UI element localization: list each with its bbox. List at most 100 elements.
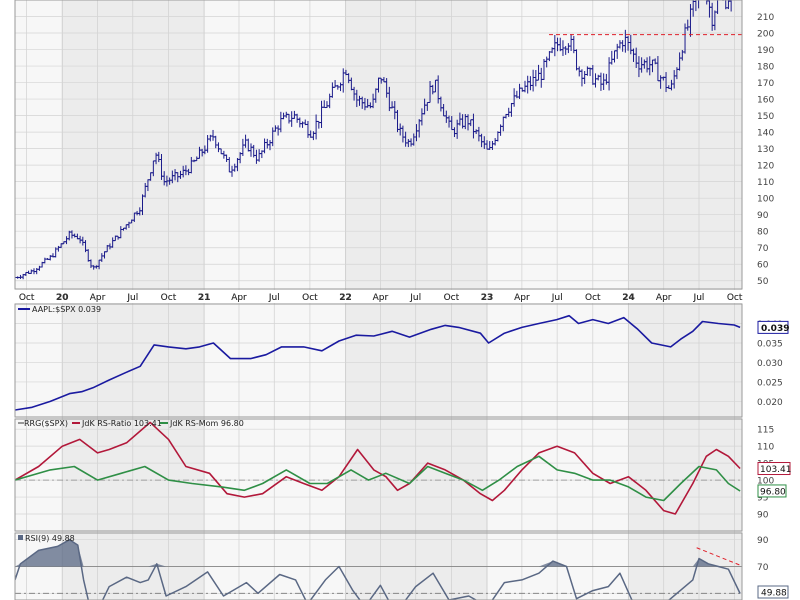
x-tick-label: Apr	[231, 293, 247, 303]
price-y-tick-label: 160	[757, 96, 774, 106]
panel-frame	[14, 532, 743, 600]
x-tick-label: Oct	[585, 293, 601, 303]
x-tick-label: 21	[198, 293, 211, 303]
x-tick-label: Oct	[19, 293, 35, 303]
relative-strength-panel	[15, 314, 741, 411]
x-tick-label: 22	[339, 293, 352, 303]
x-tick-label: Apr	[231, 293, 247, 303]
price-y-tick-label: 210	[757, 13, 774, 23]
x-tick-label: Oct	[444, 293, 460, 303]
x-tick-label: Oct	[444, 293, 460, 303]
rsi-line	[15, 538, 741, 600]
rs-y-tick-label: 0.030	[757, 359, 783, 369]
x-tick-label: Jul	[693, 293, 705, 303]
x-tick-label: Jul	[268, 293, 280, 303]
rsi-value-tag	[757, 585, 789, 599]
price-y-tick-label: 130	[757, 145, 774, 155]
price-y-tick-label: 100	[757, 195, 774, 205]
rrg-y-tick-label: 100	[757, 477, 774, 487]
x-tick-label: Oct	[161, 293, 177, 303]
x-tick-label: Apr	[90, 293, 106, 303]
x-tick-label: Apr	[90, 293, 106, 303]
price-y-tick-label: 90	[757, 211, 769, 221]
price-y-tick-label: 200	[757, 30, 774, 40]
price-y-tick-label: 140	[757, 129, 774, 139]
x-tick-label: Apr	[373, 293, 389, 303]
price-y-tick-label: 80	[757, 228, 769, 238]
rrg-y-tick-label: 115	[757, 426, 774, 436]
x-tick-label: 21	[198, 293, 211, 303]
price-y-tick-label: 120	[757, 162, 774, 172]
rs-legend-label: AAPL:$SPX 0.039	[32, 305, 101, 314]
rs-ratio-value-tag	[757, 462, 791, 476]
rs-line	[15, 314, 741, 411]
rs-mom-value-label: 96.80	[760, 487, 786, 497]
x-tick-label: Jul	[693, 293, 705, 303]
price-y-tick-label: 150	[757, 112, 774, 122]
x-tick-label: Jul	[551, 293, 563, 303]
rs-ratio-value-label: 103.41	[760, 465, 792, 475]
price-bar	[693, 0, 697, 12]
x-tick-label: 20	[56, 293, 69, 303]
price-bar	[729, 0, 732, 12]
price-y-tick-label: 50	[757, 277, 769, 287]
rsi-panel	[15, 538, 742, 600]
rrg-y-tick-label: 110	[757, 443, 774, 453]
x-tick-label: Oct	[19, 293, 35, 303]
x-tick-label: 23	[481, 293, 494, 303]
rrg-y-tick-label: 95	[757, 494, 768, 504]
price-y-tick-label: 190	[757, 46, 774, 56]
x-tick-label: Apr	[656, 293, 672, 303]
rs-y-tick-label: 0.020	[757, 398, 783, 408]
rs-ratio-legend-label: JdK RS-Ratio 103.41	[81, 419, 162, 428]
x-tick-label: Oct	[302, 293, 318, 303]
x-tick-label: Oct	[727, 293, 743, 303]
x-tick-label: Apr	[656, 293, 672, 303]
x-tick-label: Oct	[161, 293, 177, 303]
price-panel	[15, 0, 742, 280]
x-tick-label: Jul	[126, 293, 138, 303]
rs-ratio-line	[15, 421, 741, 515]
x-axis-strip	[0, 290, 800, 303]
price-y-tick-label: 60	[757, 261, 769, 271]
rsi-value-label: 49.88	[761, 589, 787, 599]
x-tick-label: 24	[622, 293, 635, 303]
rs-y-tick-label: 0.035	[757, 339, 783, 349]
price-y-tick-label: 110	[757, 178, 774, 188]
x-tick-label: 22	[339, 293, 352, 303]
x-tick-label: Jul	[126, 293, 138, 303]
panel-frame	[14, 418, 743, 532]
x-tick-label: Jul	[551, 293, 563, 303]
rsi-y-tick-label: 70	[757, 563, 769, 573]
x-tick-label: 20	[56, 293, 69, 303]
x-tick-label: 23	[481, 293, 494, 303]
x-tick-label: Jul	[409, 293, 421, 303]
x-tick-label: Oct	[727, 293, 743, 303]
panel-frame	[14, 0, 743, 290]
rs-mom-value-tag	[757, 484, 787, 498]
rs-mom-legend-label: JdK RS-Mom 96.80	[169, 419, 244, 428]
x-tick-label: Jul	[409, 293, 421, 303]
price-y-tick-label: 170	[757, 79, 774, 89]
x-tick-label: Apr	[514, 293, 530, 303]
rsi-trendline	[696, 547, 741, 566]
rs-value-tag	[757, 320, 789, 334]
x-tick-label: Jul	[268, 293, 280, 303]
x-tick-label: Apr	[373, 293, 389, 303]
price-bar	[698, 0, 700, 9]
rs-y-tick-label: 0.025	[757, 378, 783, 388]
rrg-panel	[15, 421, 742, 515]
price-y-tick-label: 70	[757, 244, 769, 254]
x-tick-label: Apr	[514, 293, 530, 303]
rrg-legend-prefix: RRG($SPX)	[24, 419, 68, 428]
panel-frame	[14, 303, 743, 418]
rsi-legend-label: RSI(9) 49.88	[25, 534, 75, 543]
rs-mom-line	[15, 455, 741, 502]
x-tick-label: 24	[622, 293, 635, 303]
x-tick-label: Oct	[302, 293, 318, 303]
rsi-legend-swatch	[18, 535, 23, 540]
price-y-tick-label: 180	[757, 63, 774, 73]
rsi-y-tick-label: 90	[757, 536, 769, 546]
rrg-y-tick-label: 90	[757, 511, 769, 521]
